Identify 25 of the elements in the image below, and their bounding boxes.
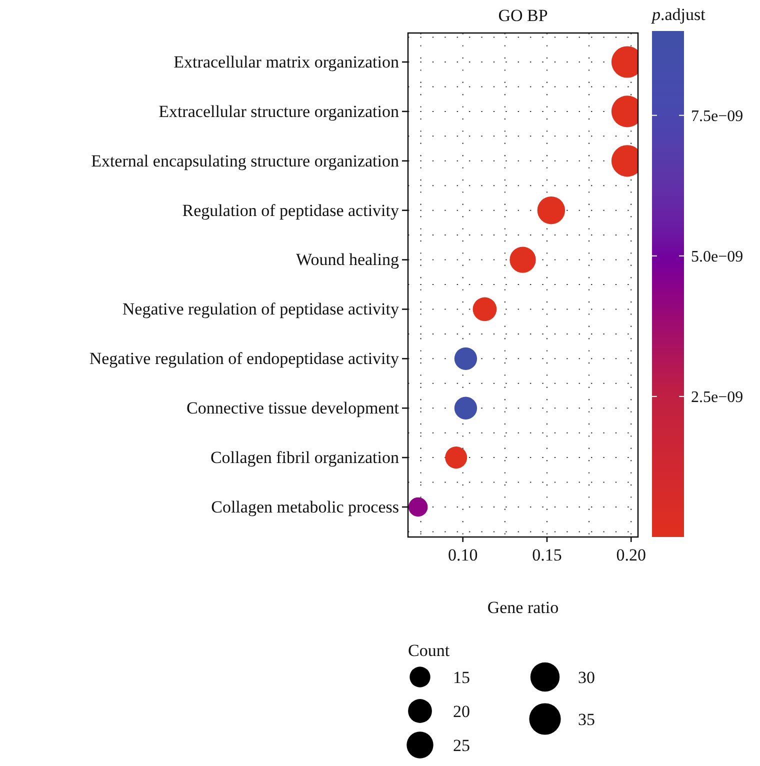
legend-label: 20	[453, 702, 470, 721]
x-tick-label: 0.20	[616, 545, 646, 564]
y-tick-label: Connective tissue development	[186, 398, 400, 418]
color-bar-label: 2.5e−09	[691, 389, 744, 406]
y-tick-label: Extracellular matrix organization	[174, 52, 400, 72]
legend-label: 35	[578, 710, 595, 729]
y-tick-label: External encapsulating structure organization	[91, 151, 400, 170]
y-tick-label: Extracellular structure organization	[158, 102, 400, 121]
x-tick-label: 0.15	[532, 545, 562, 564]
color-bar-label: 7.5e−09	[691, 108, 744, 125]
color-bar-title: p.adjust	[651, 5, 706, 24]
y-tick-label: Collagen fibril organization	[210, 448, 400, 467]
legend-label: 30	[578, 668, 595, 687]
y-tick-label: Negative regulation of peptidase activity	[122, 300, 400, 319]
x-tick-label: 0.10	[448, 545, 478, 564]
y-tick-label: Wound healing	[296, 250, 400, 270]
y-tick-label: Negative regulation of endopeptidase activity	[89, 349, 400, 368]
y-tick-label: Collagen metabolic process	[211, 497, 399, 516]
legend-label: 25	[453, 736, 470, 755]
color-bar-label: 5.0e−09	[691, 248, 744, 266]
legend-title: Count	[408, 641, 450, 660]
y-tick-label: Regulation of peptidase activity	[182, 200, 400, 220]
chart-title: GO BP	[498, 6, 548, 25]
legend-label: 15	[453, 668, 470, 687]
x-axis-title: Gene ratio	[487, 598, 559, 617]
